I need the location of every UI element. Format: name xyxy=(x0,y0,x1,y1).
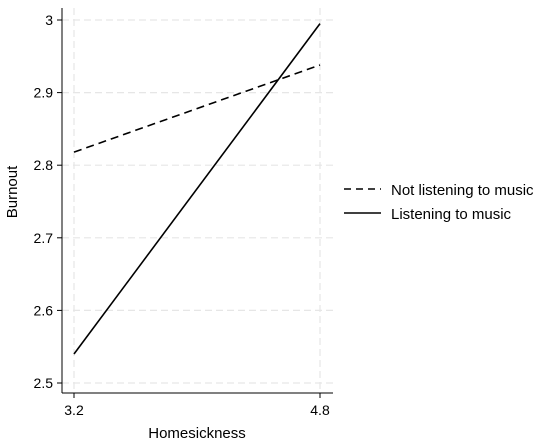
series-line-listening xyxy=(73,23,321,355)
x-tick-label: 4.8 xyxy=(310,402,330,418)
x-tick-label: 3.2 xyxy=(64,402,84,418)
series-line-not-listening xyxy=(73,64,321,153)
legend-label-listening: Listening to music xyxy=(391,206,512,223)
y-tick-label: 2.9 xyxy=(34,85,54,101)
grid xyxy=(62,8,333,393)
legend: Not listening to music Listening to musi… xyxy=(344,182,534,223)
y-tick-label: 2.7 xyxy=(34,230,54,246)
legend-label-not-listening: Not listening to music xyxy=(391,182,534,199)
y-axis-title: Burnout xyxy=(4,165,21,218)
x-axis-title: Homesickness xyxy=(148,425,246,442)
series xyxy=(73,23,321,355)
x-ticks: 3.2 4.8 xyxy=(64,393,330,418)
y-tick-label: 3 xyxy=(45,12,53,28)
y-tick-label: 2.5 xyxy=(34,375,54,391)
y-tick-label: 2.6 xyxy=(34,302,54,318)
y-ticks: 2.5 2.6 2.7 2.8 2.9 3 xyxy=(34,12,62,391)
y-tick-label: 2.8 xyxy=(34,157,54,173)
axes xyxy=(61,8,333,394)
